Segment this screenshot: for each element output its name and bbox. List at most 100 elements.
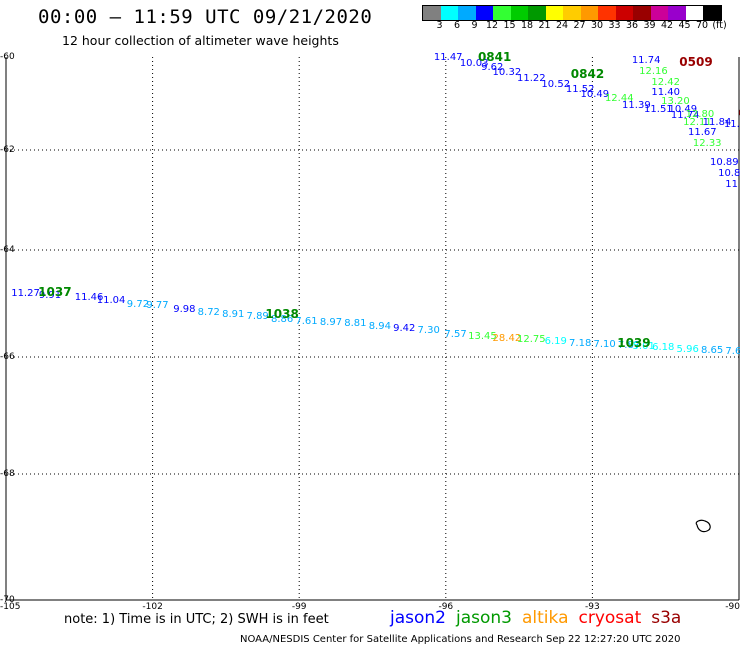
wave-height-value: 8.81 — [344, 318, 367, 330]
wave-height-value: 11.74 — [670, 109, 700, 121]
wave-height-value: 12.75 — [516, 333, 546, 345]
legend-entry-cryosat: cryosat — [578, 608, 642, 628]
pass-time-label: 1038 — [265, 307, 299, 322]
latitude-label: -60 — [0, 52, 15, 62]
wave-height-value: 10.03 — [459, 57, 489, 69]
longitude-label: -99 — [291, 602, 307, 612]
wave-height-value: 12.11 — [683, 117, 712, 129]
longitude-label: -96 — [438, 602, 454, 612]
wave-height-value: 11.22 — [516, 72, 546, 84]
wave-height-value: 7.89 — [246, 311, 269, 323]
wave-height-value: 9.77 — [146, 300, 169, 312]
scale-swatch — [423, 6, 441, 20]
wave-height-value: 8.72 — [197, 306, 220, 318]
wave-height-scale-labels: 3 6 9 12 15 18 21 24 27 30 33 36 39 42 45 70 (ft) — [422, 20, 740, 32]
longitude-label: -93 — [585, 602, 600, 612]
scale-label: 70 — [695, 20, 709, 31]
scale-label: 30 — [590, 20, 604, 31]
wave-height-value: 10.89 — [710, 156, 739, 168]
wave-height-value: 7.18 — [569, 337, 592, 349]
scale-swatch — [475, 6, 493, 20]
scale-label: 24 — [555, 20, 569, 31]
scale-swatch — [528, 6, 546, 20]
scale-swatch — [458, 6, 476, 20]
latitude-label: -64 — [0, 245, 15, 255]
longitude-label: -102 — [142, 602, 163, 612]
scale-label: 36 — [625, 20, 639, 31]
map-subtitle: 12 hour collection of altimeter wave hei… — [62, 33, 339, 48]
pass-time-label: 1039 — [617, 336, 651, 351]
wave-height-value: 9.62 — [481, 61, 504, 73]
wave-height-value: 11.2 — [723, 118, 740, 130]
wave-height-value: 28.42 — [492, 332, 522, 344]
scale-label: 15 — [503, 20, 516, 31]
wave-height-value: 11 — [725, 179, 739, 190]
scale-swatch — [650, 6, 668, 20]
scale-swatch — [633, 6, 651, 20]
wave-height-value: 11.46 — [74, 292, 104, 304]
scale-swatch — [598, 6, 616, 20]
scale-swatch — [563, 6, 581, 20]
wave-height-value: 11.74 — [631, 55, 661, 67]
wave-height-value: 8.91 — [222, 308, 245, 320]
scale-swatch — [493, 6, 511, 20]
scale-label: 12 — [485, 20, 499, 31]
longitude-label: -105 — [0, 602, 21, 612]
wave-height-value: 9.72 — [126, 298, 150, 310]
pass-time-label: 0842 — [570, 67, 605, 82]
legend-entry-altika: altika — [522, 608, 569, 628]
scale-swatch — [703, 6, 721, 20]
wave-height-value: 9.91 — [38, 290, 62, 301]
longitude-label: -90 — [725, 602, 740, 612]
wave-height-value: 5.96 — [676, 343, 699, 355]
scale-label: 9 — [471, 20, 478, 31]
wave-height-value: 11.51 — [644, 103, 673, 115]
wave-height-value: 7.10 — [593, 339, 616, 351]
scale-swatch — [510, 6, 528, 20]
wave-height-value: 11.40 — [651, 86, 681, 98]
wave-height-value: 12.16 — [639, 66, 668, 78]
legend-entry-jason3: jason3 — [456, 608, 512, 628]
scale-label: 39 — [643, 20, 656, 31]
latitude-label: -62 — [0, 145, 15, 155]
wave-height-value: 10.32 — [492, 67, 522, 79]
scale-label: 21 — [538, 20, 551, 31]
wave-height-value: 8.86 — [270, 313, 294, 325]
scale-label: 6 — [453, 20, 461, 31]
wave-height-value: 12.33 — [692, 137, 722, 149]
latitude-label: -68 — [0, 469, 15, 479]
wave-height-value: 9.98 — [173, 303, 196, 315]
pass-time-label: 0509 — [679, 54, 713, 69]
wave-height-value: 12.42 — [651, 76, 681, 88]
satellite-legend: jason2 jason3 altika cryosat s3a — [390, 608, 691, 628]
scale-label: 45 — [678, 20, 691, 31]
scale-label: 42 — [660, 20, 674, 31]
legend-entry-s3a: s3a — [651, 608, 682, 628]
wave-height-value: 11.27 — [11, 287, 40, 299]
wave-height-value: 8.94 — [368, 320, 391, 332]
scale-label: 18 — [520, 20, 534, 31]
wave-height-value: 10.49 — [668, 103, 698, 115]
wave-height-value: 12.44 — [604, 93, 634, 105]
scale-swatch — [615, 6, 633, 20]
scale-swatch — [685, 6, 703, 20]
wave-height-value: 7.87 — [617, 340, 641, 352]
wave-height-value: 13.20 — [661, 96, 690, 108]
wave-height-value: 10.8 — [718, 168, 740, 179]
wave-height-value: 7.30 — [417, 325, 440, 337]
wave-height-value: 11.04 — [96, 295, 126, 307]
scale-label: 3 — [436, 20, 443, 31]
wave-height-value: 7.57 — [444, 328, 467, 340]
wave-height-value: 13.45 — [468, 330, 497, 342]
pass-time-label: 0841 — [477, 50, 512, 64]
wave-height-value: 9.42 — [393, 323, 416, 335]
scale-label: 27 — [573, 20, 586, 31]
wave-height-value: 6.18 — [652, 342, 675, 354]
legend-entry-jason2: jason2 — [390, 608, 446, 628]
island-outline — [695, 519, 711, 533]
pass-time-label: 050 — [739, 107, 740, 119]
wave-height-value: 7.60 — [725, 345, 740, 357]
wave-height-value: 11.39 — [622, 99, 651, 111]
wave-height-value: 6.19 — [544, 336, 567, 348]
